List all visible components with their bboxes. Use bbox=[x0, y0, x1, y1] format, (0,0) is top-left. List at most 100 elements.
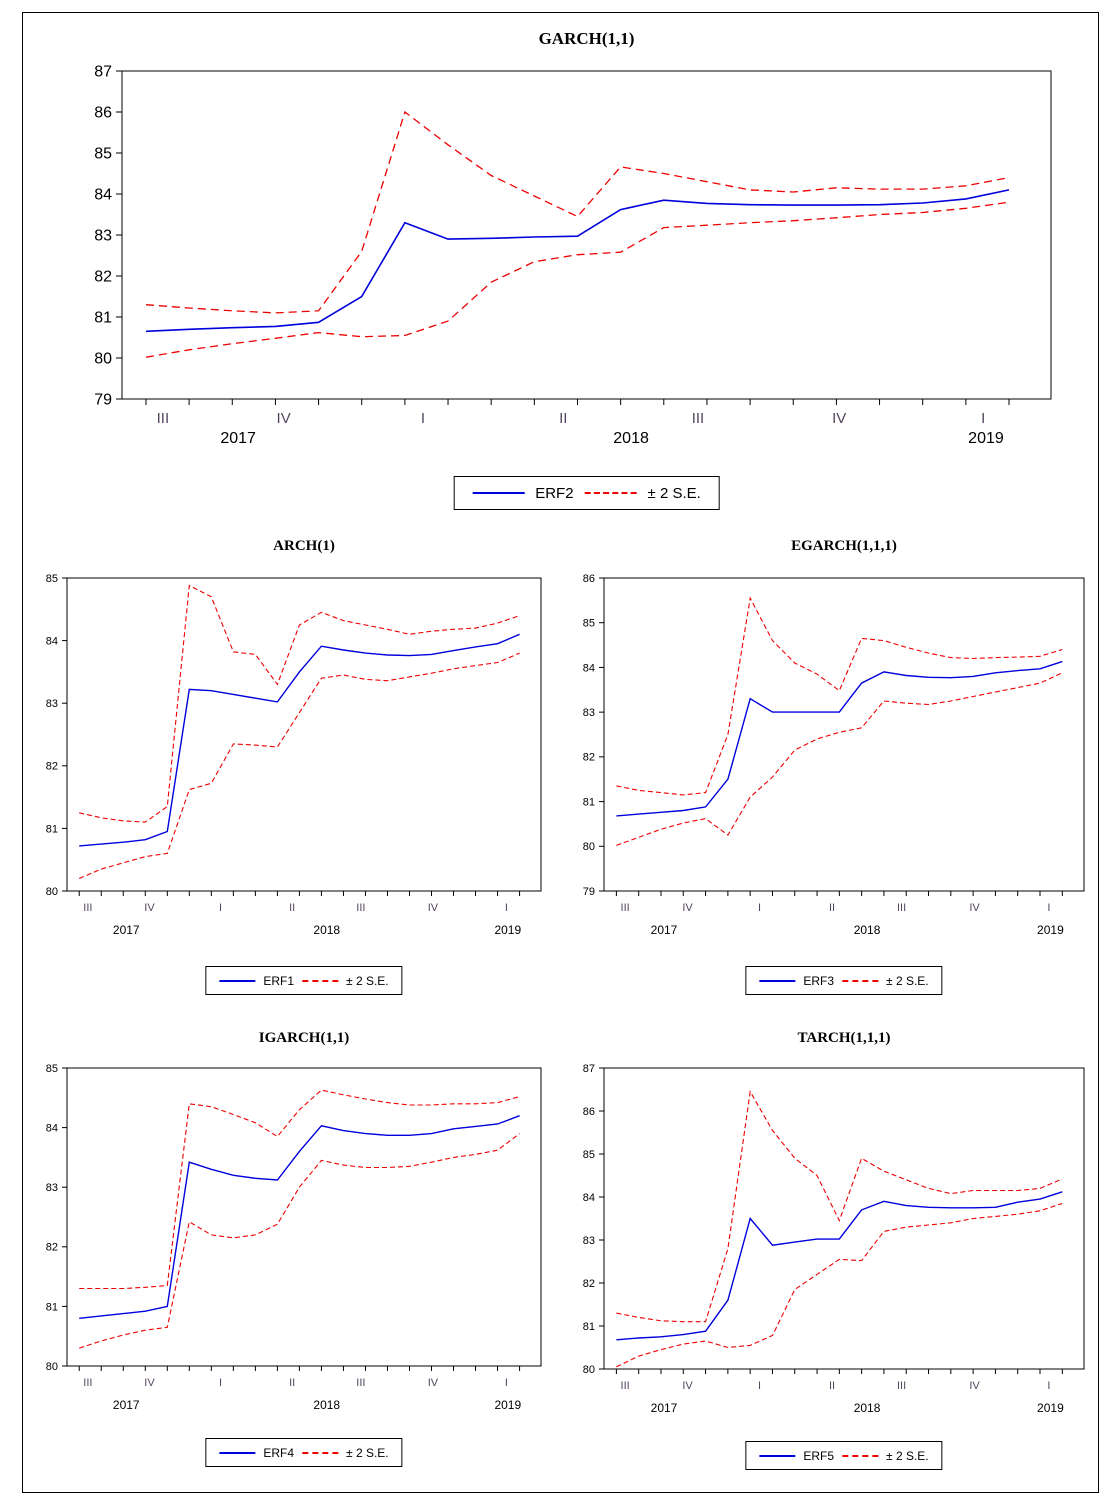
legend-series-label: ERF4 bbox=[263, 1445, 295, 1460]
y-tick-label: 85 bbox=[583, 1149, 595, 1161]
y-tick-label: 83 bbox=[46, 1182, 58, 1194]
band-line-upper bbox=[79, 584, 520, 823]
forecast-line-key bbox=[759, 979, 796, 982]
y-tick-label: 80 bbox=[583, 841, 595, 853]
quarter-label: III bbox=[356, 902, 365, 914]
year-label: 2018 bbox=[313, 1398, 340, 1412]
plot-box bbox=[121, 70, 1052, 400]
year-label: 2018 bbox=[613, 430, 649, 447]
y-tick-label: 80 bbox=[46, 1361, 58, 1373]
y-tick-label: 83 bbox=[46, 698, 58, 710]
tarch-chart-panel: TARCH(1,1,1) 80 81 82 83 84 85 86 87 III IV I II III… bbox=[560, 1014, 1098, 1492]
quarter-label: III bbox=[83, 1377, 92, 1389]
band-line-lower bbox=[145, 201, 1010, 358]
series-line-forecast bbox=[79, 633, 520, 847]
igarch-legend: ERF4 ± 2 S.E. bbox=[205, 1438, 403, 1467]
y-tick-label: 86 bbox=[583, 573, 595, 585]
y-tick-label: 81 bbox=[94, 310, 112, 327]
legend-se-label: ± 2 S.E. bbox=[886, 1448, 929, 1463]
year-label: 2017 bbox=[651, 923, 678, 937]
quarter-label: I bbox=[505, 902, 508, 914]
y-tick-label: 87 bbox=[94, 64, 112, 81]
quarter-label: IV bbox=[969, 1380, 980, 1392]
quarter-label: I bbox=[505, 1377, 508, 1389]
year-label: 2017 bbox=[113, 923, 140, 937]
garch-chart-panel: GARCH(1,1) 79 80 81 82 83 84 85 86 87 III IV I II III… bbox=[23, 13, 1098, 514]
y-tick-label: 83 bbox=[94, 228, 112, 245]
forecast-line-key bbox=[219, 1451, 256, 1454]
plot-box bbox=[66, 1067, 542, 1367]
y-tick-label: 80 bbox=[583, 1364, 595, 1376]
plot-box bbox=[603, 1067, 1085, 1370]
year-label: 2019 bbox=[494, 923, 521, 937]
y-tick-label: 83 bbox=[583, 707, 595, 719]
quarter-label: II bbox=[289, 1377, 295, 1389]
legend-se-label: ± 2 S.E. bbox=[346, 1445, 389, 1460]
quarter-label: IV bbox=[428, 1377, 439, 1389]
se-band-key bbox=[842, 1454, 879, 1457]
chart-title-arch: ARCH(1) bbox=[273, 538, 335, 554]
quarter-label: II bbox=[829, 1380, 835, 1392]
quarter-label: IV bbox=[682, 902, 693, 914]
se-band-key bbox=[302, 979, 339, 982]
chart-title-igarch: IGARCH(1,1) bbox=[258, 1030, 350, 1046]
quarter-label: II bbox=[829, 902, 835, 914]
legend-se-label: ± 2 S.E. bbox=[886, 973, 929, 988]
y-tick-label: 87 bbox=[583, 1063, 595, 1075]
quarter-label: I bbox=[219, 902, 222, 914]
quarter-label: III bbox=[356, 1377, 365, 1389]
band-line-lower bbox=[78, 652, 520, 880]
quarter-label: I bbox=[981, 410, 985, 427]
y-tick-label: 83 bbox=[583, 1235, 595, 1247]
quarter-label: III bbox=[897, 1380, 906, 1392]
quarter-label: III bbox=[157, 410, 170, 427]
quarter-label: IV bbox=[832, 410, 846, 427]
y-tick-label: 84 bbox=[583, 1192, 595, 1204]
y-tick-label: 85 bbox=[46, 1063, 58, 1075]
band-line-upper bbox=[616, 596, 1063, 796]
quarter-label: IV bbox=[682, 1380, 693, 1392]
y-tick-label: 85 bbox=[46, 573, 58, 585]
series-line-forecast bbox=[616, 1191, 1063, 1341]
legend-series-label: ERF3 bbox=[803, 973, 835, 988]
tarch-legend: ERF5 ± 2 S.E. bbox=[745, 1441, 943, 1470]
y-tick-label: 80 bbox=[94, 351, 112, 368]
egarch-legend: ERF3 ± 2 S.E. bbox=[745, 966, 943, 995]
quarter-label: III bbox=[692, 410, 705, 427]
quarter-label: IV bbox=[144, 1377, 155, 1389]
y-tick-label: 82 bbox=[583, 1278, 595, 1290]
arch-chart-panel: ARCH(1) 80 81 82 83 84 85 III IV I II III IV I 2017 20… bbox=[23, 514, 560, 1014]
quarter-label: III bbox=[83, 902, 92, 914]
year-label: 2017 bbox=[220, 430, 256, 447]
forecast-line-key bbox=[759, 1454, 796, 1457]
arch-legend: ERF1 ± 2 S.E. bbox=[205, 966, 403, 995]
quarter-label: IV bbox=[277, 410, 291, 427]
y-tick-label: 82 bbox=[46, 761, 58, 773]
y-tick-label: 85 bbox=[94, 146, 112, 163]
chart-title-garch: GARCH(1,1) bbox=[538, 29, 635, 48]
y-tick-label: 86 bbox=[94, 105, 112, 122]
y-tick-label: 84 bbox=[94, 187, 112, 204]
quarter-label: IV bbox=[144, 902, 155, 914]
series-line-forecast bbox=[616, 660, 1063, 817]
igarch-chart-panel: IGARCH(1,1) 80 81 82 83 84 85 III IV I II III IV I 20… bbox=[23, 1014, 560, 1492]
forecast-line-key bbox=[472, 492, 525, 494]
y-tick-label: 85 bbox=[583, 618, 595, 630]
garch-legend: ERF2 ± 2 S.E. bbox=[453, 476, 720, 510]
band-line-lower bbox=[79, 1133, 520, 1349]
plot-box bbox=[66, 577, 542, 892]
quarter-label: II bbox=[289, 902, 295, 914]
y-tick-label: 84 bbox=[46, 635, 58, 647]
year-label: 2019 bbox=[494, 1398, 521, 1412]
y-tick-label: 82 bbox=[46, 1242, 58, 1254]
y-tick-label: 82 bbox=[583, 752, 595, 764]
quarter-label: III bbox=[621, 902, 630, 914]
y-tick-label: 80 bbox=[46, 886, 58, 898]
quarter-label: I bbox=[758, 902, 761, 914]
se-band-key bbox=[842, 979, 879, 982]
y-tick-label: 81 bbox=[46, 823, 58, 835]
